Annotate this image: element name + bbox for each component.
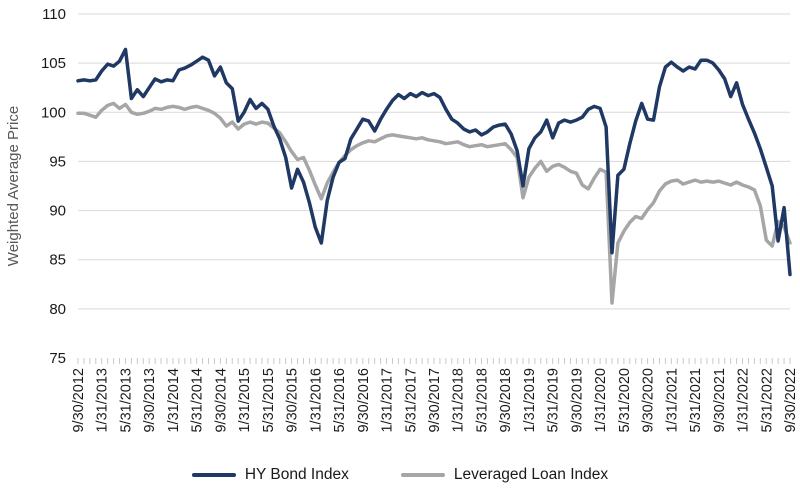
y-tick-label-95: 95 [49, 153, 66, 170]
y-tick-label-105: 105 [41, 55, 66, 72]
x-tick-label: 1/31/2019 [522, 368, 538, 433]
x-tick-label: 1/31/2017 [380, 368, 396, 433]
x-tick-label: 1/31/2022 [736, 368, 752, 433]
x-tick-label: 9/30/2017 [427, 368, 443, 433]
x-tick-label: 1/31/2016 [308, 368, 324, 433]
y-tick-label-90: 90 [49, 203, 66, 220]
x-tick-label: 9/30/2014 [213, 368, 229, 433]
x-tick-label: 5/31/2022 [759, 368, 775, 433]
x-tick-label: 5/31/2013 [118, 368, 134, 433]
x-tick-label: 5/31/2014 [190, 368, 206, 433]
x-tick-label: 5/31/2017 [403, 368, 419, 433]
x-tick-label: 1/31/2020 [593, 368, 609, 433]
x-tick-label: 9/30/2013 [142, 368, 158, 433]
y-tick-label-100: 100 [41, 104, 66, 121]
series-line-0 [76, 47, 792, 277]
x-tick-label: 9/30/2019 [569, 368, 585, 433]
x-tick-label: 9/30/2012 [71, 368, 87, 433]
x-tick-label: 5/31/2015 [261, 368, 277, 433]
y-tick-label-75: 75 [49, 350, 66, 367]
x-tick-label: 1/31/2013 [95, 368, 111, 433]
x-tick-label: 9/30/2016 [356, 368, 372, 433]
y-tick-label-85: 85 [49, 252, 66, 269]
leveraged-loan-line-swatch [400, 472, 445, 478]
x-tick-label: 9/30/2021 [712, 368, 728, 433]
x-tick-label: 5/31/2020 [617, 368, 633, 433]
legend-label-leveraged-loan: Leveraged Loan Index [453, 466, 609, 483]
x-tick-label: 5/31/2019 [546, 368, 562, 433]
legend-item-leveraged-loan: Leveraged Loan Index [400, 466, 609, 484]
y-axis-title: Weighted Average Price [5, 106, 22, 266]
x-tick-label: 9/30/2020 [641, 368, 657, 433]
chart-legend: HY Bond Index Leveraged Loan Index [0, 466, 800, 484]
x-tick-label: 9/30/2022 [783, 368, 799, 433]
series-line-1 [76, 101, 792, 305]
plot-area: 75 80 85 90 95 100 105 110 9/30/2012 1/31/2013 5/3… [5, 6, 799, 433]
x-tick-label: 5/31/2021 [688, 368, 704, 433]
x-tick-label: 9/30/2015 [285, 368, 301, 433]
y-tick-label-110: 110 [42, 6, 66, 23]
x-tick-label: 9/30/2018 [498, 368, 514, 433]
legend-item-hy-bond: HY Bond Index [191, 466, 349, 484]
x-tick-label: 1/31/2014 [166, 368, 182, 433]
legend-label-hy-bond: HY Bond Index [244, 466, 349, 483]
x-tick-label: 1/31/2015 [237, 368, 253, 433]
x-tick-label: 1/31/2021 [664, 368, 680, 433]
x-tick-label: 5/31/2016 [332, 368, 348, 433]
x-tick-label: 5/31/2018 [474, 368, 490, 433]
hy-bond-line-swatch [191, 472, 236, 478]
y-tick-label-80: 80 [49, 301, 66, 318]
x-tick-label: 1/31/2018 [451, 368, 467, 433]
